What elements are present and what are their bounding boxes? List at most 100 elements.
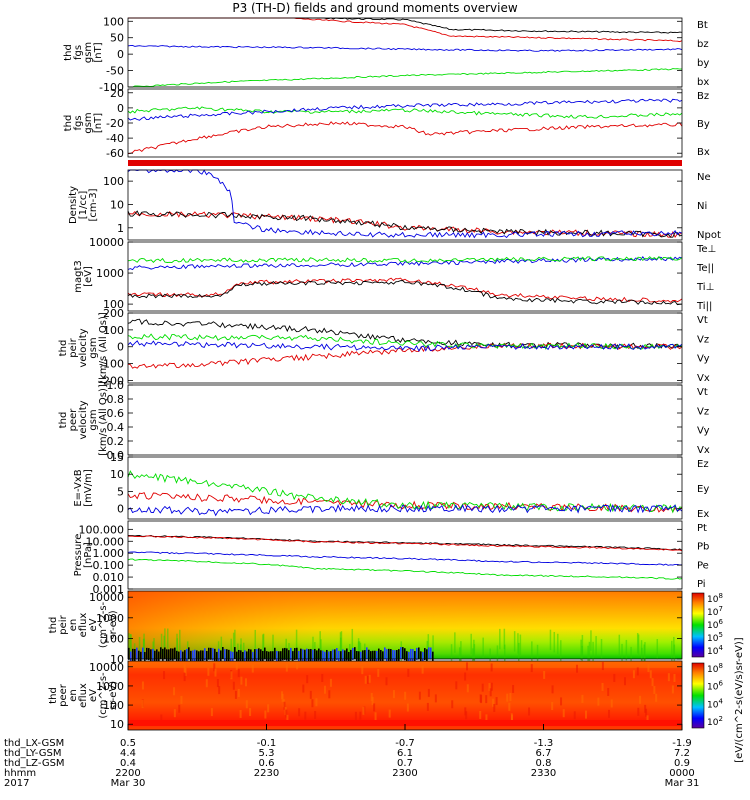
spectrogram-streak: [625, 639, 628, 661]
spectrogram-dropout: [206, 650, 208, 663]
series-line-te⊥: [127, 277, 683, 303]
y-axis-label: gsm: [88, 337, 99, 358]
spectrogram-streak: [205, 679, 208, 688]
spectrogram-streak: [551, 685, 554, 694]
colorbar-tick-label: 102: [707, 715, 723, 728]
panel-2: 20 0 -20 -40 -60 thd fgs gsm [nT] Bz By Bx: [63, 87, 710, 160]
spectrogram-streak: [354, 711, 357, 720]
spectrogram-dropout: [170, 648, 172, 661]
spectrogram-streak: [176, 638, 179, 659]
y-tick-label: -40: [106, 132, 124, 145]
spectrogram-dropout: [186, 648, 188, 661]
y-tick-label: 0.6: [107, 407, 125, 420]
spectrogram-streak: [138, 637, 141, 658]
spectrogram-streak: [576, 664, 579, 673]
legend-entry-bx: bx: [697, 77, 709, 88]
spectrogram-dropout: [404, 648, 406, 661]
spectrogram-streak: [485, 714, 488, 723]
colorbar-tick-label: 105: [707, 631, 723, 644]
spectrogram-dropout: [158, 651, 160, 664]
spectrogram-streak: [234, 629, 236, 651]
spectrogram-dropout: [238, 649, 240, 662]
spectrogram-dropout: [332, 649, 334, 662]
panel-frame: [127, 590, 683, 660]
y-axis-label: sr-eV): [108, 610, 119, 639]
spectrogram-streak: [597, 697, 600, 706]
spectrogram-streak: [488, 683, 491, 692]
series-line-ey: [127, 470, 683, 514]
panel-frame: [127, 17, 683, 88]
spectrogram-dropout: [368, 649, 370, 662]
spectrogram-streak: [557, 633, 559, 655]
y-axis-label: [nT]: [93, 42, 104, 62]
x-year-label: 2017: [4, 778, 29, 789]
legend-entry-bx: Bx: [697, 147, 710, 158]
spectrogram-dropout: [136, 647, 138, 660]
y-tick-label: -20: [106, 117, 124, 130]
y-axis-label: [km/s (All Qs)]: [98, 312, 109, 384]
legend-entry-vx: Vx: [697, 445, 710, 456]
spectrogram-streak: [160, 714, 163, 723]
spectrogram-streak: [595, 636, 597, 657]
spectrogram-streak: [460, 641, 462, 662]
spectrogram-streak: [249, 707, 252, 716]
spectrogram-dropout: [286, 648, 288, 661]
spectrogram-dropout: [386, 649, 388, 662]
y-tick-label: -100: [99, 358, 124, 371]
spectrogram-streak: [160, 633, 163, 655]
y-axis-label: eflux: [78, 683, 89, 708]
panel-6: 200 100 0 -100 -200 thd peir velocity gsm [km/s (…: [58, 307, 710, 387]
spectrogram-dropout: [134, 649, 136, 662]
spectrogram-streak: [553, 631, 556, 653]
panel-frame: [127, 241, 683, 312]
spectrogram-dropout: [428, 647, 430, 660]
series-line-bt: [128, 17, 683, 34]
spectrogram-dropout: [432, 651, 434, 664]
legend-entry-ey: Ey: [697, 484, 709, 495]
y-axis-label: [nPa]: [83, 542, 94, 568]
y-tick-label: 10: [110, 198, 124, 211]
legend-entry-by: By: [697, 119, 710, 130]
spectrogram-dropout: [304, 649, 306, 662]
spectrogram-streak: [216, 679, 219, 688]
x-tick-label: 2330: [531, 768, 556, 779]
spectrogram-streak: [580, 639, 582, 661]
spectrogram-low-band: [128, 720, 682, 726]
legend-entry-ez: Ez: [697, 459, 709, 470]
spectrogram-dropout: [200, 650, 202, 663]
y-tick-label: 100: [103, 324, 124, 337]
colorbar-tick-label: 104: [707, 644, 723, 657]
legend-entry-vy: Vy: [697, 354, 710, 365]
spectrogram-streak: [479, 694, 482, 703]
spectrogram-dropout: [388, 648, 390, 661]
legend-entry-pi: Pi: [697, 579, 706, 590]
spectrogram-streak: [143, 633, 145, 655]
spectrogram-dropout: [266, 651, 268, 664]
spectrogram-dropout: [216, 651, 218, 664]
spectrogram-streak: [298, 708, 301, 717]
spectrogram-streak: [656, 639, 659, 660]
y-tick-label: 0.001: [93, 583, 125, 596]
spectrogram-streak: [493, 704, 496, 713]
spectrogram-streak: [434, 694, 437, 703]
spectrogram-streak: [406, 703, 409, 712]
x-row-label: hhmm: [4, 768, 36, 779]
spectrogram-dropout: [314, 648, 316, 661]
spectrogram-streak: [164, 628, 166, 649]
spectrogram-streak: [339, 632, 342, 653]
spectrogram-dropout: [290, 647, 292, 660]
spectrogram-streak: [214, 668, 217, 677]
spectrogram-dropout: [324, 651, 326, 664]
spectrogram-dropout: [172, 648, 174, 661]
spectrogram-dropout: [406, 651, 408, 664]
x-tick-label: 6.1: [397, 748, 413, 759]
spectrogram-dropout: [270, 651, 272, 664]
x-tick-label: 4.4: [120, 748, 136, 759]
legend-entry-pt: Pt: [697, 523, 707, 534]
y-tick-label: 10: [110, 468, 124, 481]
spectrogram-dropout: [254, 649, 256, 662]
spectrogram-dropout: [146, 647, 148, 660]
colorbar-tick-label: 107: [707, 605, 723, 618]
spectrogram-streak: [407, 668, 410, 677]
y-axis-label: peir: [68, 337, 79, 357]
